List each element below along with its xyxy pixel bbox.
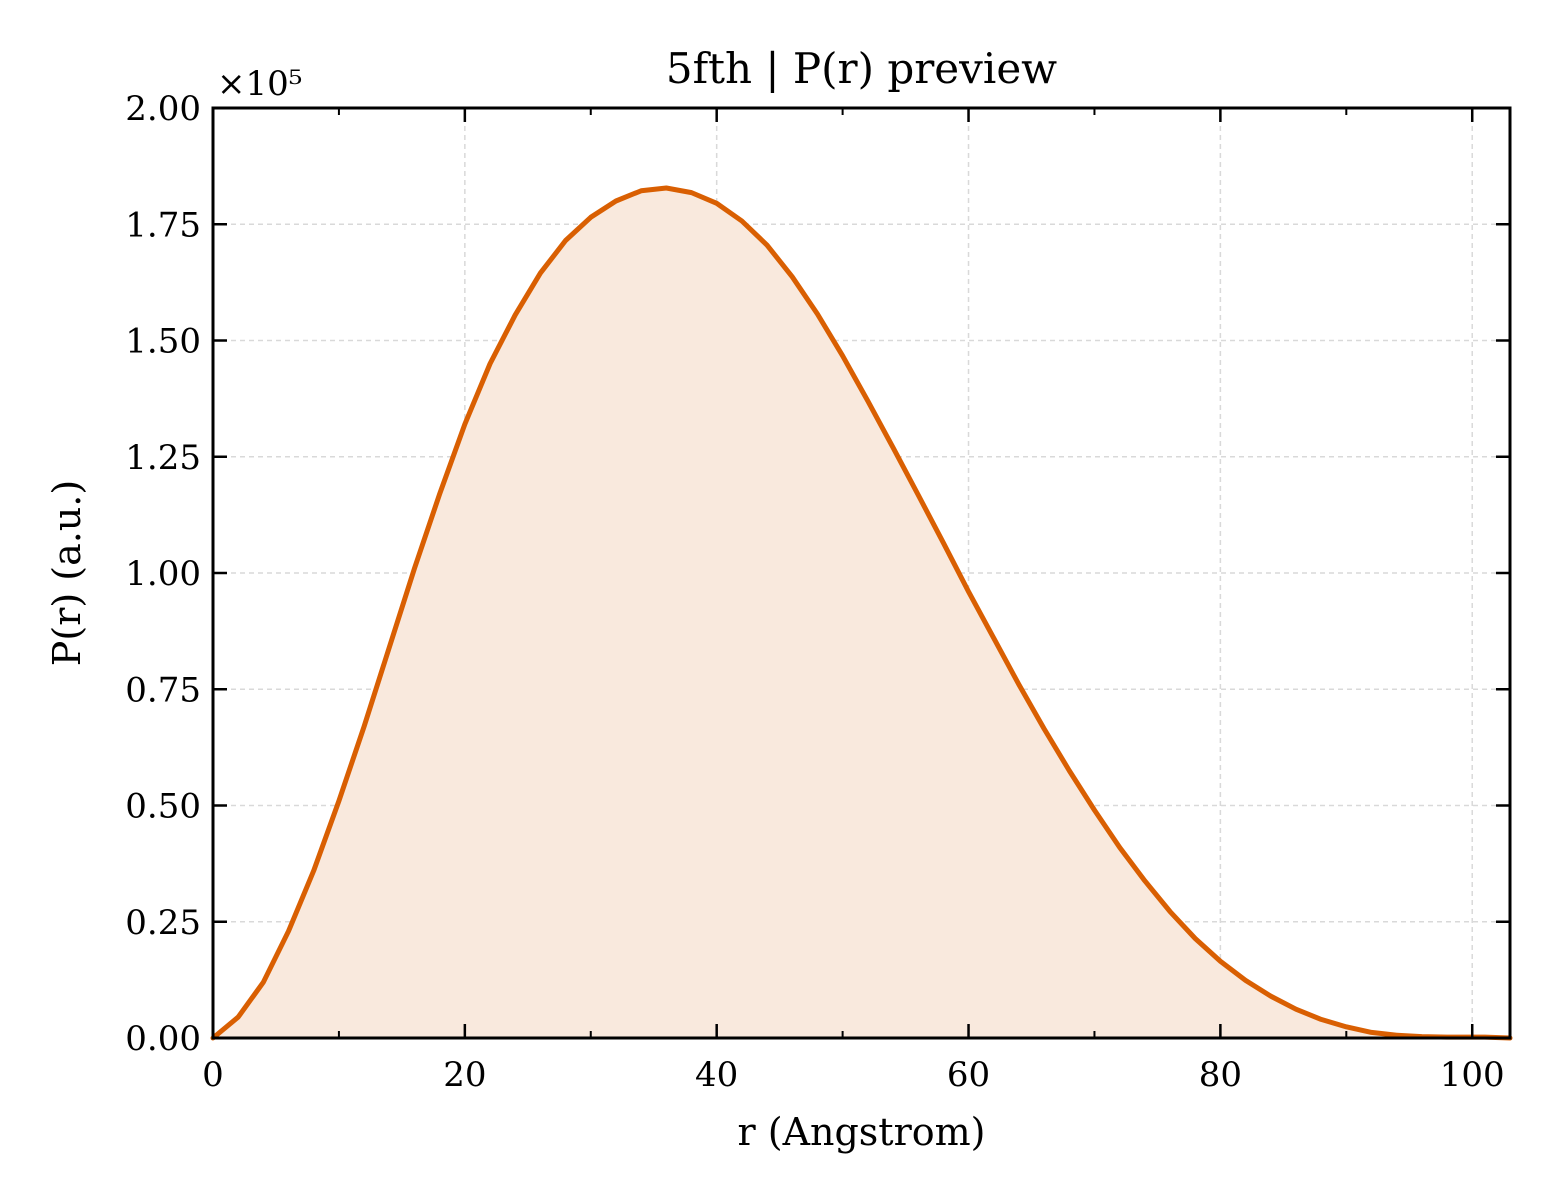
y-tick-label: 1.50 xyxy=(125,322,201,362)
y-tick-label: 0.00 xyxy=(125,1019,201,1059)
series-area-fill xyxy=(213,187,1510,1039)
x-tick-label: 40 xyxy=(695,1055,738,1095)
series-line xyxy=(210,185,1513,1041)
y-tick-label: 2.00 xyxy=(125,89,201,129)
area-layer xyxy=(213,187,1510,1039)
y-tick-label: 0.50 xyxy=(125,787,201,827)
y-tick-label: 1.00 xyxy=(125,554,201,594)
x-tick-label: 80 xyxy=(1199,1055,1242,1095)
x-tick-label: 60 xyxy=(947,1055,990,1095)
x-axis-label: r (Angstrom) xyxy=(738,1110,986,1154)
line-layer xyxy=(210,185,1513,1041)
x-tick-label: 20 xyxy=(443,1055,486,1095)
y-tick-label: 0.75 xyxy=(125,670,201,710)
x-tick-label: 0 xyxy=(202,1055,224,1095)
y-tick-label: 0.25 xyxy=(125,903,201,943)
y-tick-label: 1.75 xyxy=(125,205,201,245)
y-tick-label: 1.25 xyxy=(125,438,201,478)
tick-layer: 0 20 40 60 80 100 0.00 0.25 0.50 0.75 1.00 1.25 1.50… xyxy=(125,89,1510,1095)
y-axis-label: P(r) (a.u.) xyxy=(45,480,89,666)
y-offset-label: ×10⁵ xyxy=(217,64,302,104)
chart-title: 5fth | P(r) preview xyxy=(666,44,1057,93)
x-tick-label: 100 xyxy=(1440,1055,1505,1095)
